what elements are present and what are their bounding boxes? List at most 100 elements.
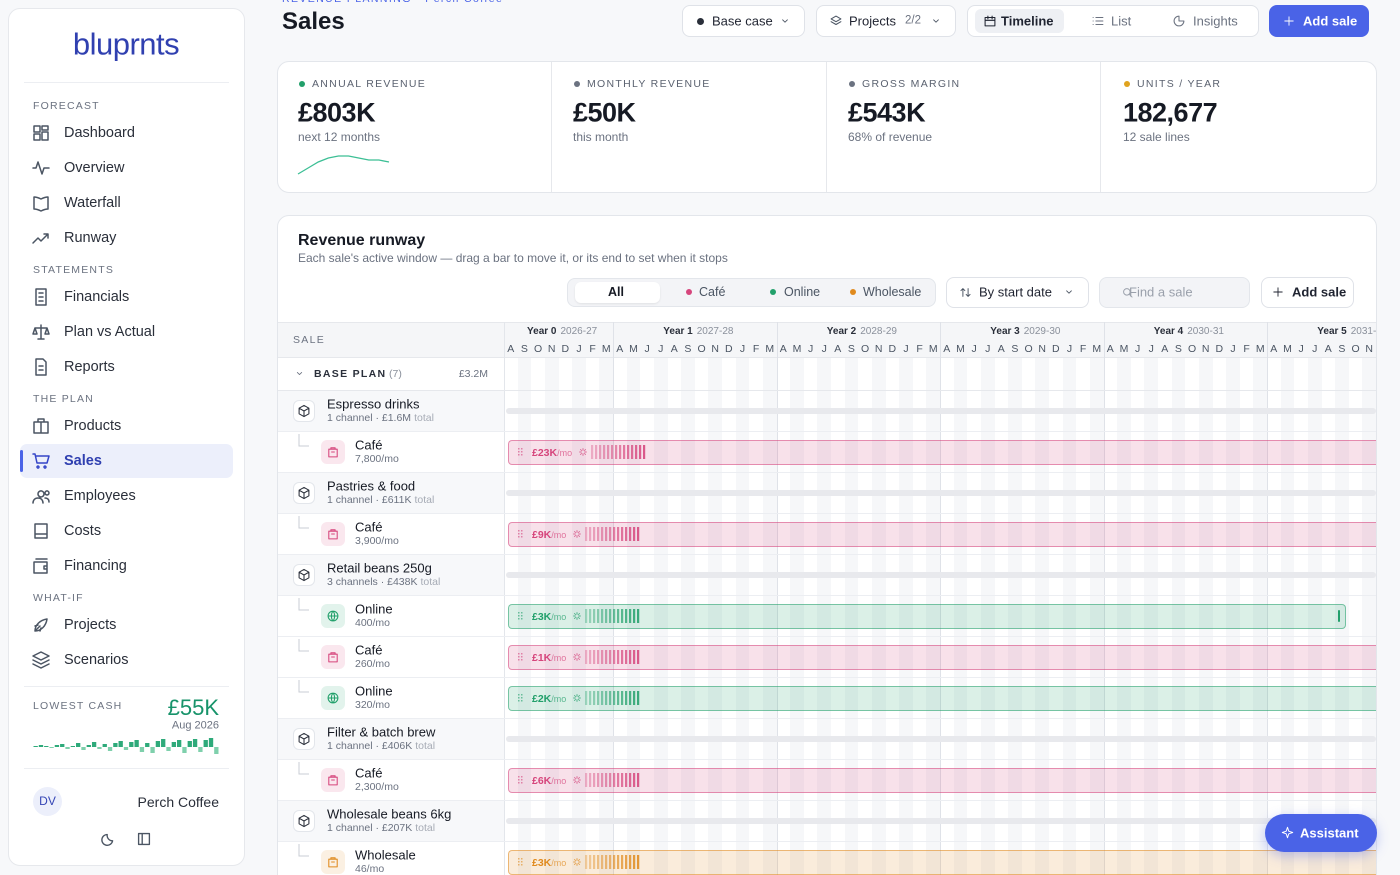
month-shade [1198, 358, 1213, 875]
view-tab[interactable]: List [1111, 13, 1132, 29]
sort-button[interactable] [946, 277, 1089, 308]
runway-add-button[interactable] [1261, 277, 1354, 308]
ramp-tick [625, 609, 628, 623]
ramp-tick [643, 445, 646, 459]
cash-bar [86, 745, 91, 747]
bar-grip [518, 653, 523, 661]
nav-item[interactable]: Financials [64, 288, 130, 305]
cash-bar [214, 747, 219, 754]
channel-qty: 2,300/mo [355, 780, 399, 793]
nav-item[interactable]: Scenarios [64, 651, 129, 668]
icon [32, 651, 50, 669]
year-label: Year 4 [1153, 326, 1184, 337]
icon [573, 612, 581, 620]
product-name: Retail beans 250g [327, 560, 432, 576]
view-tab-active[interactable] [975, 9, 1064, 33]
cash-bar [192, 739, 198, 747]
cash-sparkline [33, 738, 219, 754]
nav-item[interactable]: Dashboard [64, 124, 135, 141]
filter-option[interactable]: Wholesale [863, 284, 922, 299]
grip-dot [518, 776, 520, 778]
ramp-tick [609, 855, 612, 869]
nav-item[interactable]: Projects [64, 616, 117, 633]
view-tab[interactable]: Timeline [1001, 13, 1054, 29]
sale-bar[interactable] [508, 522, 1376, 547]
filter-option[interactable]: All [608, 284, 624, 299]
kpi-dot [574, 81, 580, 87]
icon [579, 448, 587, 456]
ramp-tick [633, 855, 636, 869]
bar-ramp [585, 609, 640, 623]
product-sub-suffix: total [415, 821, 436, 834]
icon-path [573, 694, 581, 702]
timeline-track [506, 572, 1376, 578]
kpi-value: £803K [298, 97, 376, 128]
icon-path [32, 453, 50, 469]
icon-path [1284, 16, 1294, 26]
sale-bar[interactable] [508, 440, 1376, 465]
kpi-dot [849, 81, 855, 87]
nav-item[interactable]: Reports [64, 358, 115, 375]
projects-button[interactable] [816, 5, 956, 37]
icon-path [579, 448, 587, 456]
ramp-tick [621, 773, 624, 787]
icon-path [298, 568, 310, 582]
filter-active[interactable] [575, 282, 660, 303]
sale-bar[interactable] [508, 768, 1376, 793]
sale-bar[interactable] [508, 604, 1346, 629]
ramp-tick [597, 609, 600, 623]
nav-item[interactable]: Employees [64, 487, 136, 504]
user-name[interactable]: Perch Coffee [137, 794, 219, 810]
ramp-tick [625, 773, 628, 787]
grip-dot [518, 536, 520, 538]
ramp-tick [637, 691, 640, 705]
year-label: Year 5 [1317, 326, 1347, 337]
nav-item[interactable]: Costs [64, 522, 102, 539]
nav-item[interactable]: Waterfall [64, 194, 121, 211]
filter-option[interactable]: Online [784, 284, 821, 299]
month-label: S [1011, 342, 1019, 355]
sale-bar[interactable] [508, 645, 1376, 670]
month-label: M [956, 342, 965, 355]
nav-item[interactable]: Runway [64, 229, 117, 246]
nav-item[interactable]: Products [64, 417, 122, 434]
tree-connector [298, 434, 309, 447]
month-shade [1280, 358, 1295, 875]
bar-rate: £3K/mo [532, 856, 567, 869]
month-label: M [1255, 342, 1265, 355]
year-divider [776, 322, 778, 875]
channel-name: Café [355, 642, 383, 658]
product-row-bg [278, 473, 504, 513]
bar-end-handle[interactable] [1338, 610, 1340, 622]
view-tab[interactable]: Insights [1193, 13, 1238, 29]
nav-item[interactable]: Overview [64, 159, 125, 176]
kpi-label: ANNUAL REVENUE [312, 77, 427, 90]
ramp-tick [589, 527, 592, 541]
channel-qty: 46/mo [355, 862, 385, 875]
nav-item[interactable]: Plan vs Actual [64, 323, 156, 340]
icon [573, 530, 581, 538]
group-row-border [278, 390, 1376, 391]
icon [984, 15, 996, 27]
ramp-tick [585, 773, 588, 787]
cash-bar [203, 740, 208, 747]
cash-bar [113, 743, 118, 747]
icon-path [298, 814, 310, 828]
month-label: O [533, 342, 543, 355]
kpi-sparkline [297, 155, 390, 175]
month-label: O [860, 342, 870, 355]
year-label: Year 3 [990, 326, 1020, 337]
cash-bar [54, 745, 60, 747]
channel-qty: 320/mo [355, 698, 391, 711]
filter-option[interactable]: Café [699, 284, 726, 299]
ramp-tick [629, 527, 632, 541]
sale-bar[interactable] [508, 686, 1376, 711]
month-shade [926, 358, 940, 875]
search-input[interactable] [1099, 277, 1250, 308]
tree-line [298, 844, 309, 857]
nav-item[interactable]: Sales [64, 452, 102, 469]
ramp-tick [593, 855, 596, 869]
nav-item[interactable]: Financing [64, 557, 127, 574]
ramp-tick [607, 445, 610, 459]
